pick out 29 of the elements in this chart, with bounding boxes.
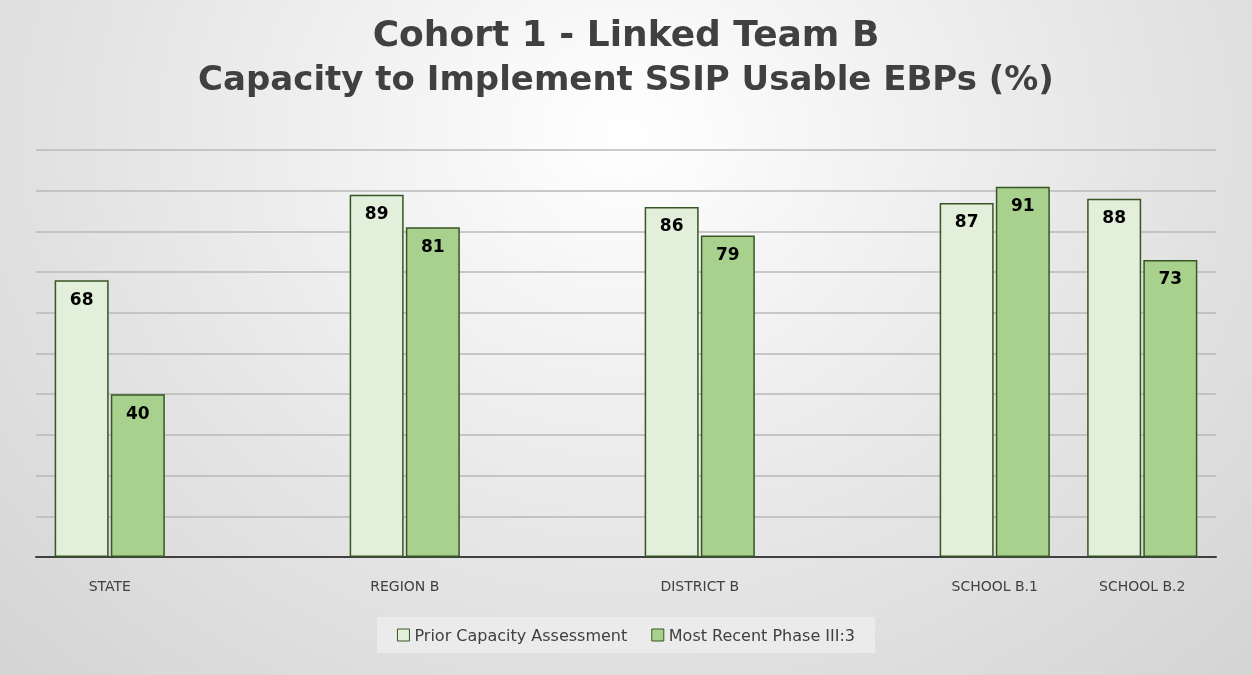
bar <box>1143 259 1198 557</box>
data-label: 73 <box>1158 268 1183 289</box>
data-label: 79 <box>715 243 740 264</box>
data-label: 91 <box>1010 195 1035 216</box>
data-label: 88 <box>1102 207 1127 228</box>
x-tick-label: SCHOOL B.1 <box>951 578 1038 594</box>
data-label: 89 <box>364 203 389 224</box>
data-label: 40 <box>125 402 150 423</box>
bar <box>405 227 460 557</box>
x-tick-label: REGION B <box>370 578 440 594</box>
chart-subtitle: Capacity to Implement SSIP Usable EBPs (%) <box>198 58 1054 98</box>
x-tick-label: DISTRICT B <box>660 578 740 594</box>
bar <box>700 235 755 557</box>
bar <box>349 194 404 557</box>
data-label: 81 <box>420 235 445 256</box>
bar <box>995 186 1050 557</box>
bar <box>54 280 109 557</box>
x-tick-label: STATE <box>88 578 131 594</box>
chart-title: Cohort 1 - Linked Team B <box>372 12 880 54</box>
legend-label: Prior Capacity Assessment <box>414 625 628 645</box>
data-label: 87 <box>954 211 979 232</box>
x-tick-label: SCHOOL B.2 <box>1099 578 1186 594</box>
bar <box>644 206 699 557</box>
bar <box>939 202 994 557</box>
legend-label: Most Recent Phase III:3 <box>668 625 856 645</box>
bar <box>1087 198 1142 557</box>
data-label: 86 <box>659 215 684 236</box>
data-label: 68 <box>69 288 94 309</box>
bar <box>110 394 165 557</box>
